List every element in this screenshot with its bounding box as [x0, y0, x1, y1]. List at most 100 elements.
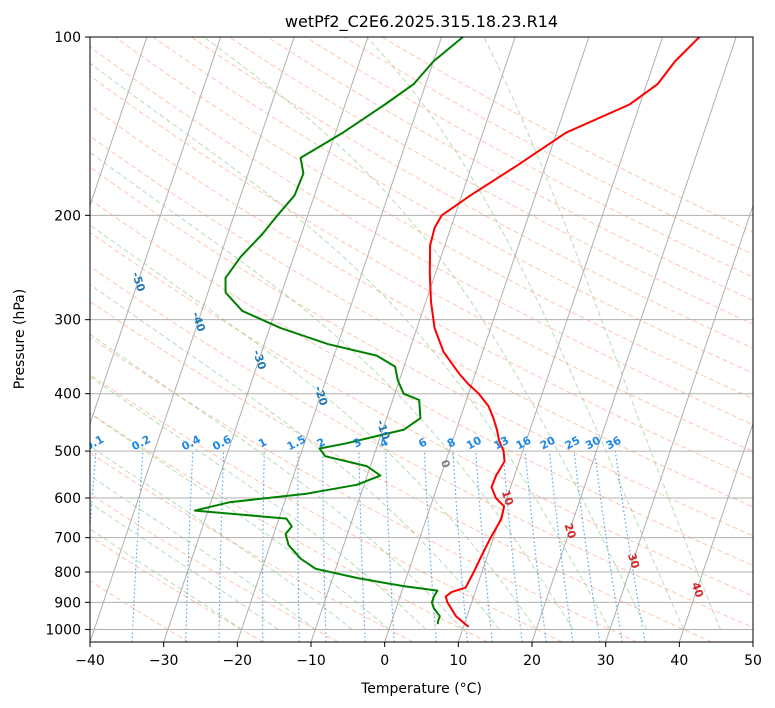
isotherm-label: -70: [10, 185, 29, 208]
isotherm-label: 40: [689, 581, 706, 600]
x-tick-label: −20: [223, 653, 253, 669]
mixing-ratio-line: [218, 451, 225, 642]
isotherm-line: [90, 37, 222, 426]
mixing-ratio-label: 20: [538, 434, 558, 453]
dry-adiabat: [90, 452, 414, 642]
dry-adiabat: [305, 37, 753, 278]
moist-adiabat: [90, 62, 611, 630]
moist-adiabat: [90, 333, 463, 630]
y-tick-label: 300: [54, 313, 81, 329]
isotherm-line: [236, 37, 443, 642]
isotherm-line: [752, 640, 753, 642]
x-tick-label: 0: [380, 653, 389, 669]
mixing-ratio-label: 3: [351, 435, 364, 450]
moist-adiabat: [90, 445, 353, 630]
dry-adiabat: [90, 535, 264, 642]
y-tick-label: 100: [54, 30, 81, 46]
dry-adiabat: [90, 46, 753, 426]
dry-adiabat: [90, 265, 753, 629]
x-axis-label: Temperature (°C): [360, 681, 482, 697]
x-tick-label: −10: [296, 653, 326, 669]
mixing-ratio-line: [524, 451, 547, 642]
dry-adiabat: [90, 580, 190, 642]
isotherm-line: [457, 37, 664, 642]
moist-adiabat: [90, 502, 279, 630]
isotherm-line: [163, 37, 369, 642]
x-tick-label: −30: [149, 653, 179, 669]
mixing-ratio-line: [262, 451, 265, 642]
isotherm-line: [90, 37, 148, 208]
isotherm-label: 30: [625, 552, 642, 571]
dry-adiabat: [90, 336, 638, 642]
moist-adiabat: [483, 37, 721, 630]
mixing-ratio-label: 36: [604, 434, 624, 453]
dry-adiabat: [90, 166, 753, 537]
mixing-ratio-line: [423, 451, 437, 642]
dewpoint-profile: [193, 37, 464, 625]
isotherm-line: [531, 37, 737, 642]
mixing-ratio-line: [502, 451, 523, 642]
moist-adiabat: [90, 224, 537, 630]
mixing-ratio-label: 0.6: [210, 433, 234, 454]
mixing-ratio-line: [573, 451, 601, 642]
isotherm-label: 10: [499, 489, 516, 508]
plot-frame: [89, 36, 754, 643]
mixing-ratio-label: 6: [416, 435, 429, 450]
y-tick-label: 500: [54, 444, 81, 460]
isotherm-label: -60: [69, 229, 88, 252]
y-tick-label: 1000: [45, 622, 81, 638]
mixing-ratio-label: 13: [492, 434, 512, 453]
moist-adiabat: [90, 151, 574, 630]
mixing-ratio-line: [358, 451, 366, 642]
axes: −40 −30 −20 −10 0 10 20 30 40 5010020030040050060…: [45, 30, 762, 669]
isopleth-labels: 0.10.20.40.611.52346810131620253036-100-…: [10, 185, 706, 600]
mixing-ratio-label: 1: [256, 435, 269, 450]
mixing-ratio-line: [475, 451, 493, 642]
isotherm-label: 20: [561, 522, 578, 541]
mixing-ratio-line: [385, 451, 395, 642]
moist-adiabat: [90, 376, 427, 630]
mixing-ratio-label: 0.2: [129, 433, 152, 454]
isotherm-label: -30: [250, 348, 269, 371]
mixing-ratio-line: [614, 451, 646, 642]
mixing-ratio-line: [131, 451, 144, 642]
x-tick-label: 50: [744, 653, 762, 669]
dry-adiabat: [90, 412, 488, 642]
dry-adiabat: [90, 373, 563, 642]
dry-adiabat: [114, 37, 753, 400]
dry-adiabat: [267, 37, 753, 301]
y-axis-label: Pressure (hPa): [12, 289, 28, 389]
mixing-ratio-label: 16: [514, 434, 534, 453]
dry-adiabat: [90, 300, 712, 642]
isotherm-label: -10: [374, 418, 393, 441]
y-tick-label: 600: [54, 491, 81, 507]
mixing-ratio-line: [297, 451, 300, 642]
mixing-ratio-label: 1.5: [285, 433, 308, 454]
mixing-ratio-line: [594, 451, 623, 642]
isotherm-line: [90, 37, 295, 642]
mixing-ratio-line: [322, 451, 327, 642]
mixing-ratio-line: [452, 451, 469, 642]
x-tick-label: 30: [597, 653, 615, 669]
y-tick-label: 900: [54, 595, 81, 611]
isotherm-line: [384, 37, 590, 642]
mixing-ratio-label: 10: [464, 434, 484, 453]
mixing-ratio-line: [90, 451, 97, 534]
y-tick-label: 700: [54, 531, 81, 547]
y-tick-label: 800: [54, 565, 81, 581]
y-tick-label: 400: [54, 387, 81, 403]
moist-adiabat: [90, 528, 242, 630]
mixing-ratio-label: 25: [563, 434, 583, 453]
plot-area: [90, 37, 753, 642]
x-tick-label: −40: [75, 653, 105, 669]
x-tick-label: 40: [670, 653, 688, 669]
moist-adiabat: [203, 37, 648, 630]
mixing-ratio-label: 30: [583, 434, 603, 453]
x-tick-label: 10: [449, 653, 467, 669]
dry-adiabat: [90, 75, 753, 452]
y-tick-label: 200: [54, 208, 81, 224]
dry-adiabat: [90, 231, 753, 597]
mixing-ratio-line: [548, 451, 574, 642]
isotherm-line: [678, 422, 753, 642]
